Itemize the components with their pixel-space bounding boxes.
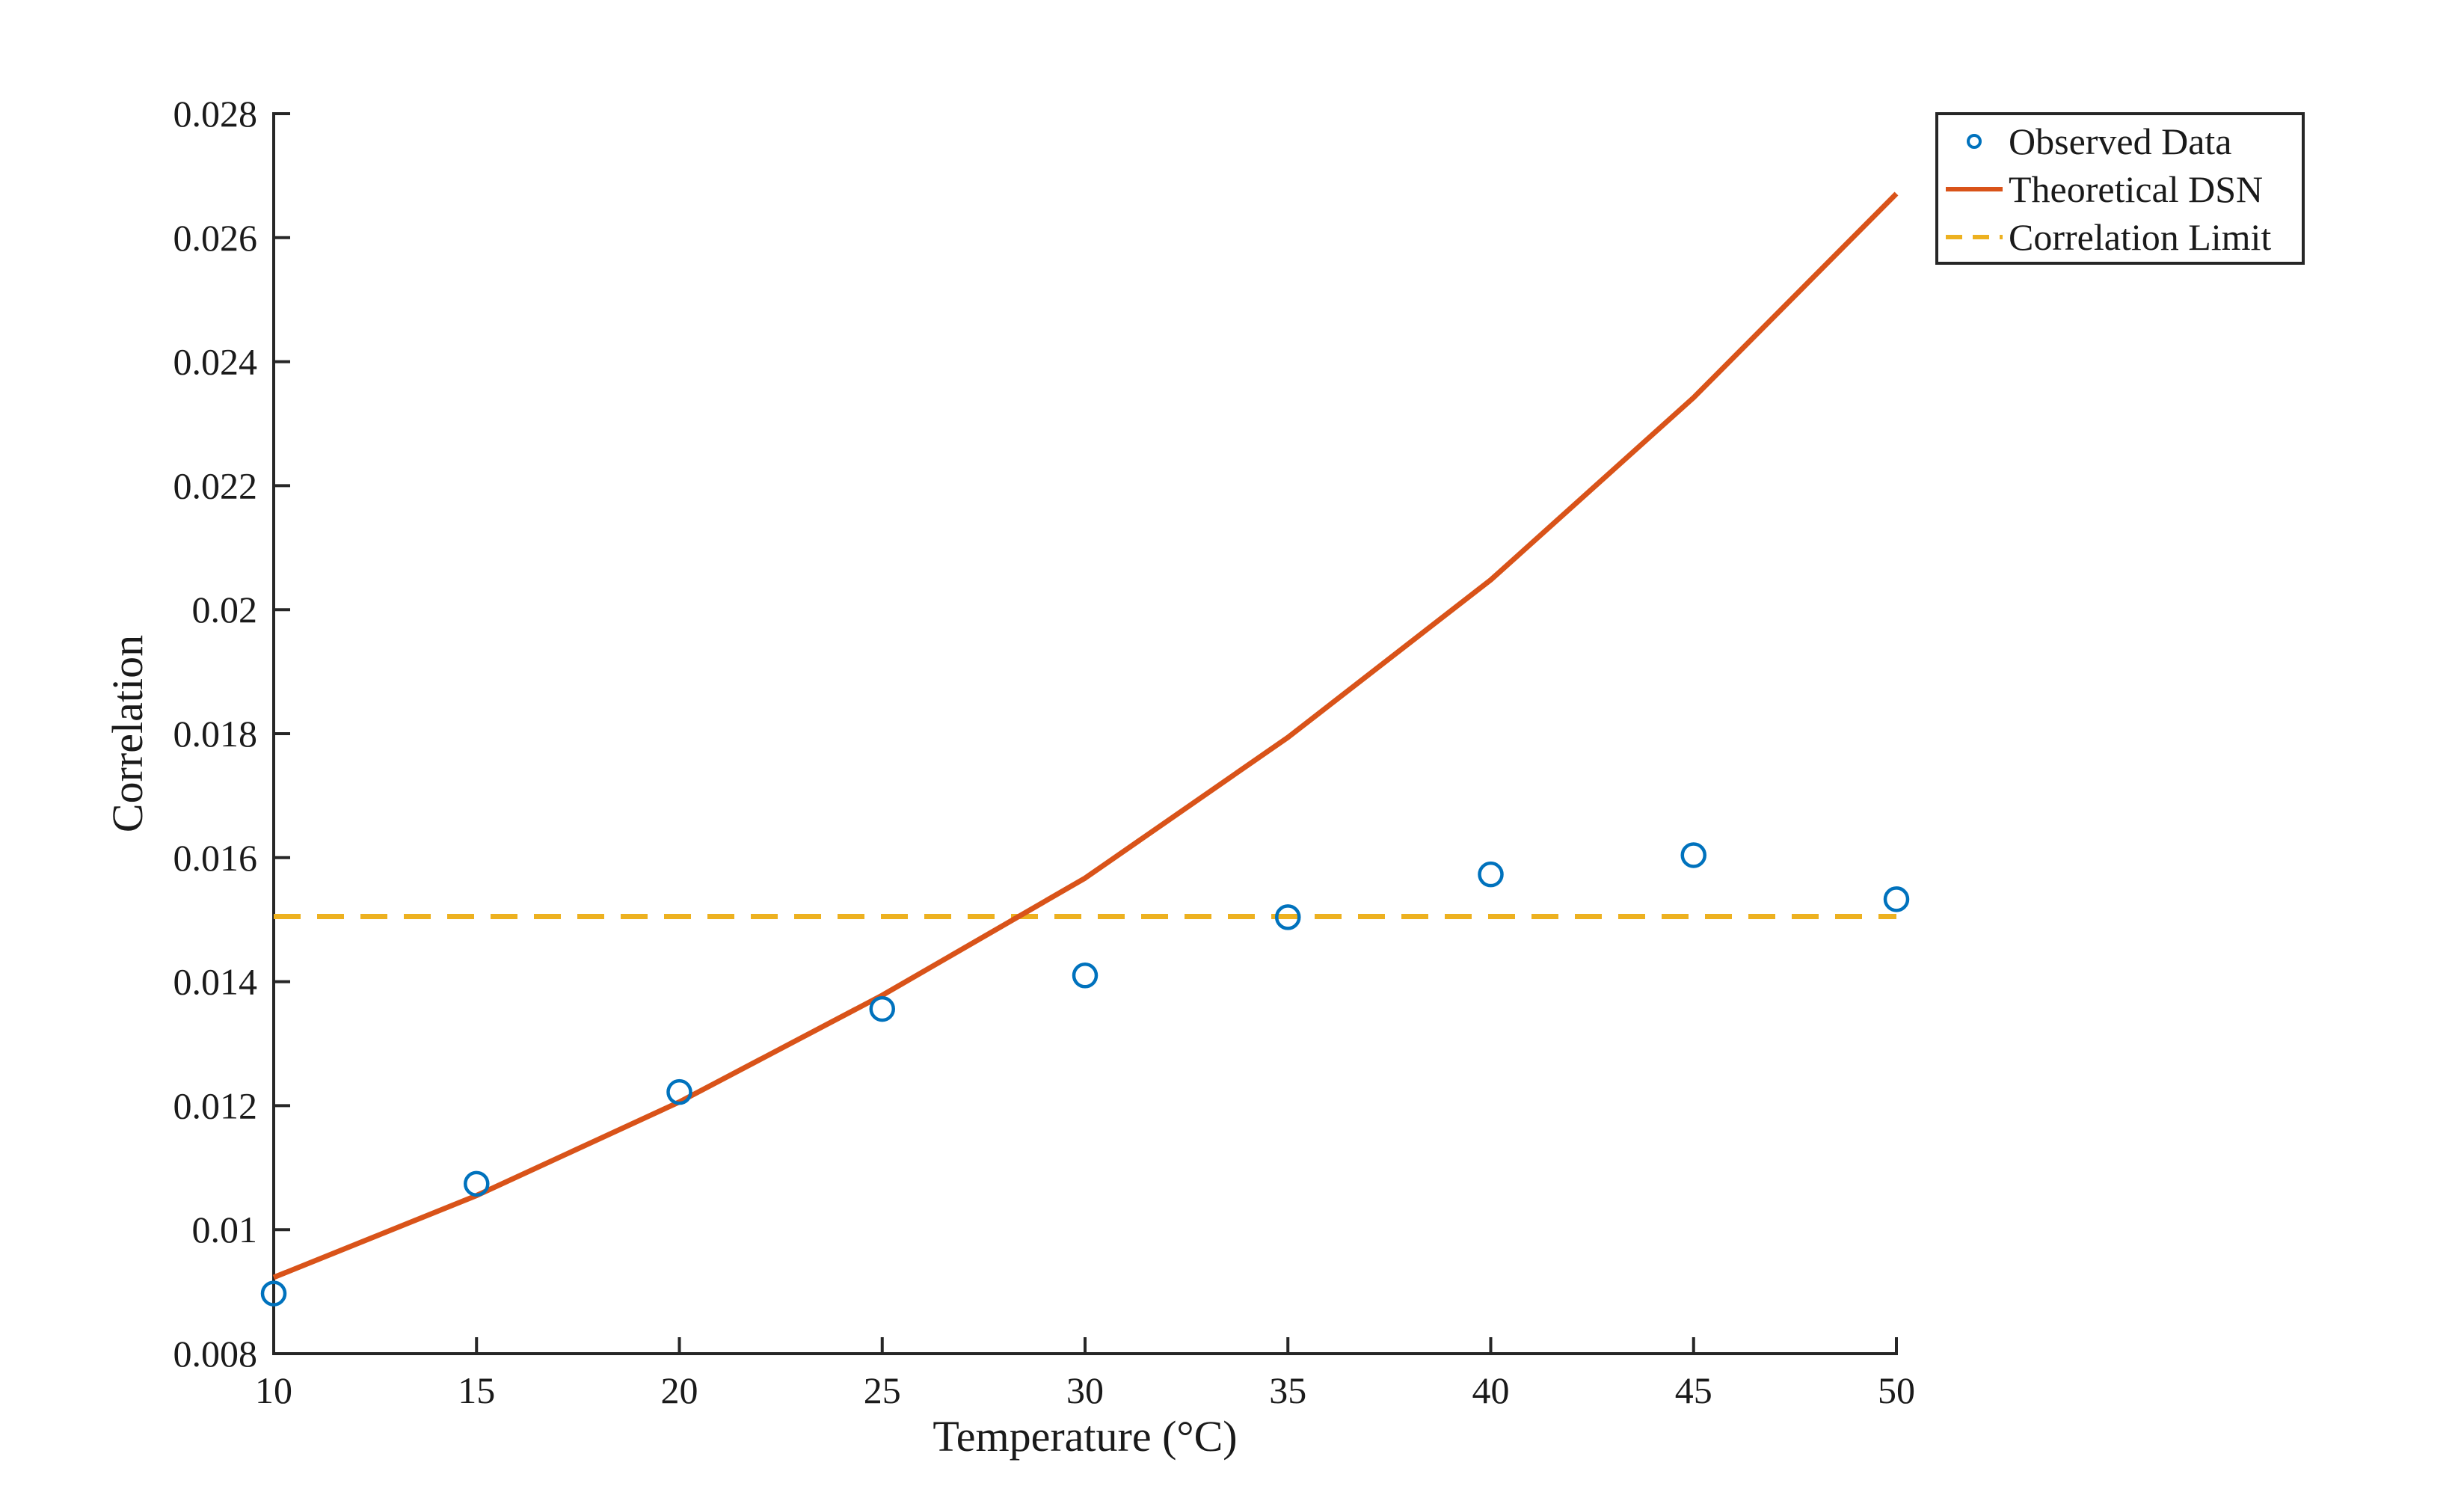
y-tick-label: 0.008 bbox=[173, 1333, 258, 1375]
y-axis-ticks: 0.008 0.01 0.012 0.014 0.016 0.018 0.02 0.022 0.… bbox=[173, 93, 290, 1375]
legend-marker-observed bbox=[1967, 134, 1982, 149]
observed-data-point bbox=[464, 1170, 490, 1197]
x-tick-label: 40 bbox=[1472, 1369, 1510, 1411]
x-tick-label: 50 bbox=[1878, 1369, 1915, 1411]
x-tick-label: 35 bbox=[1269, 1369, 1306, 1411]
legend-label: Theoretical DSN bbox=[2009, 168, 2263, 210]
y-tick-label: 0.016 bbox=[173, 837, 258, 879]
y-tick-label: 0.02 bbox=[192, 589, 258, 630]
observed-data-point bbox=[260, 1280, 287, 1307]
x-tick-label: 15 bbox=[458, 1369, 495, 1411]
plot-area: 0.008 0.01 0.012 0.014 0.016 0.018 0.02 0.022 0.… bbox=[173, 93, 1916, 1411]
observed-data-point bbox=[1072, 963, 1099, 989]
x-tick-label: 45 bbox=[1675, 1369, 1712, 1411]
y-tick-label: 0.012 bbox=[173, 1084, 258, 1126]
legend-label: Correlation Limit bbox=[2009, 216, 2271, 258]
observed-data-point bbox=[666, 1078, 692, 1105]
observed-data-point bbox=[1275, 904, 1301, 930]
y-tick-label: 0.01 bbox=[192, 1209, 258, 1250]
observed-data-point bbox=[1883, 886, 1910, 912]
x-tick-label: 10 bbox=[255, 1369, 292, 1411]
x-tick-label: 25 bbox=[864, 1369, 901, 1411]
y-tick-label: 0.028 bbox=[173, 93, 258, 135]
y-tick-label: 0.024 bbox=[173, 341, 258, 383]
x-axis-ticks: 10 15 20 25 30 35 40 45 50 bbox=[255, 1337, 1915, 1411]
y-tick-label: 0.014 bbox=[173, 961, 258, 1003]
legend-label: Observed Data bbox=[2009, 120, 2232, 162]
y-tick-label: 0.022 bbox=[173, 464, 258, 506]
observed-data-point bbox=[1680, 842, 1706, 868]
series-layer bbox=[260, 191, 1910, 1307]
x-axis-title: Temperature (°C) bbox=[933, 1412, 1237, 1461]
legend: Observed Data Theoretical DSN Correlation … bbox=[1935, 112, 2305, 265]
observed-data-point bbox=[1478, 861, 1504, 888]
x-tick-label: 30 bbox=[1066, 1369, 1104, 1411]
x-tick-label: 20 bbox=[661, 1369, 698, 1411]
y-tick-label: 0.026 bbox=[173, 217, 258, 259]
y-axis-title: Correlation bbox=[103, 635, 152, 832]
theoretical-dsn-line bbox=[272, 191, 1899, 1280]
observed-data-point bbox=[869, 995, 895, 1022]
y-tick-label: 0.018 bbox=[173, 713, 258, 755]
